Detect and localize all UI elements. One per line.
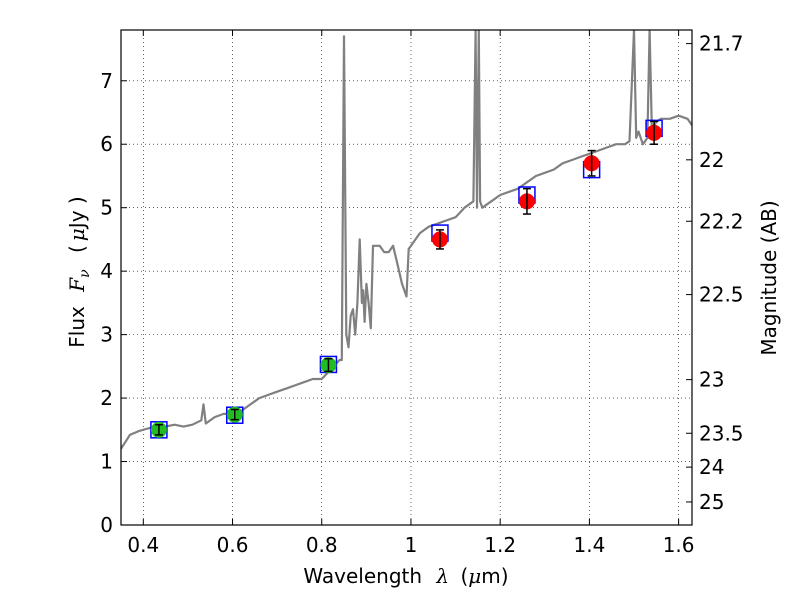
mag-tick-label: 24 [699,455,724,479]
x-label-paren: ( [460,564,468,588]
y-tick-label: 1 [100,450,113,474]
x-label-symbol: λ [435,564,449,588]
y-label-symbol: F [65,277,89,293]
y-tick-label: 2 [100,386,113,410]
mag-tick-label: 21.7 [699,32,744,56]
mag-tick-label: 22 [699,148,724,172]
x-label-prefix: Wavelength [303,564,422,588]
y2-axis-label: Magnitude (AB) [757,200,781,355]
x-axis-label: Wavelength λ (μm) [303,564,508,588]
x-tick-label: 0.6 [217,533,249,557]
y-tick-label: 4 [100,259,113,283]
y-axis-label: Flux Fν ( μJy ) [65,196,94,347]
y-label-unit: Jy ) [65,196,89,230]
y-label-prefix: Flux [65,306,89,348]
y-tick-label: 7 [100,69,113,93]
plot-area [121,30,692,450]
x-tick-label: 1.4 [573,533,605,557]
mag-tick-label: 22.5 [699,283,744,307]
y-tick-label: 5 [100,196,113,220]
y-label-paren: ( [65,245,89,253]
mag-tick-label: 25 [699,490,724,514]
sed-line [121,30,692,450]
x-label-unit: m) [481,564,508,588]
y-tick-label: 6 [100,132,113,156]
x-tick-label: 1.2 [484,533,516,557]
x-tick-label: 0.4 [127,533,159,557]
mag-tick-label: 23 [699,368,724,392]
x-tick-label: 1.6 [663,533,695,557]
y-label-mu: μ [65,228,89,241]
axis-ticks: 0.4 0.6 0.8 1 1.2 1.4 1.60123456721.72222.222.… [100,30,744,557]
mag-tick-label: 22.2 [699,209,744,233]
mag-tick-label: 23.5 [699,421,744,445]
x-tick-label: 1 [405,533,418,557]
grid [121,30,692,526]
y-tick-label: 3 [100,323,113,347]
plot-frame [120,29,693,526]
x-label-mu: μ [468,564,481,588]
x-tick-label: 0.8 [306,533,338,557]
y-label-subscript: ν [77,269,93,278]
y-tick-label: 0 [100,513,113,537]
